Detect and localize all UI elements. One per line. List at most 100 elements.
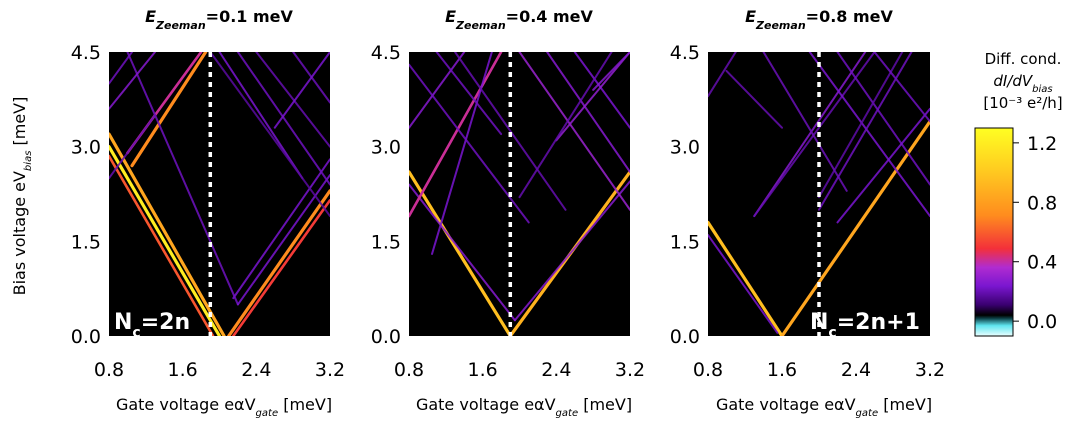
panel-3-y-ticks: 4.5 3.0 1.5 0.0 xyxy=(670,42,700,348)
x-tick-label: 1.6 xyxy=(767,359,797,381)
data-line xyxy=(218,52,304,180)
x-tick-label: 1.6 xyxy=(168,359,198,381)
x-tick-label: 3.2 xyxy=(615,359,645,381)
x-tick-label: 2.4 xyxy=(541,359,571,381)
data-line xyxy=(555,52,630,142)
x-tick-label: 2.4 xyxy=(841,359,871,381)
data-line xyxy=(109,132,226,336)
colorbar-ticks: 1.2 0.8 0.4 0.0 xyxy=(1013,133,1057,333)
data-line xyxy=(708,234,779,334)
x-tick-label: 3.2 xyxy=(315,359,345,381)
data-line xyxy=(753,52,876,218)
panel-1-x-axis-label: Gate voltage eαVgate [meV] xyxy=(116,395,332,419)
panel-3-title: EZeeman=0.8 meV xyxy=(745,7,893,32)
data-line xyxy=(109,52,157,110)
y-tick-label: 4.5 xyxy=(371,42,401,64)
data-line xyxy=(409,52,466,129)
data-line xyxy=(518,52,613,199)
panel-1-title: EZeeman=0.1 meV xyxy=(145,7,293,32)
panel-2-x-axis-label: Gate voltage eαVgate [meV] xyxy=(416,395,632,419)
data-line xyxy=(762,52,848,192)
data-line xyxy=(209,52,330,218)
data-line xyxy=(592,52,630,91)
colorbar-tick-label: 0.4 xyxy=(1027,252,1057,274)
data-line xyxy=(708,220,784,336)
data-line xyxy=(227,189,330,336)
panel-1-y-ticks: 4.5 3.0 1.5 0.0 xyxy=(71,42,101,348)
data-line xyxy=(435,52,503,136)
panel-3-data-lines xyxy=(708,52,930,336)
data-line xyxy=(546,52,630,173)
data-line xyxy=(818,52,904,199)
data-line xyxy=(708,52,737,98)
data-line xyxy=(573,52,630,129)
data-line xyxy=(236,52,330,186)
panel-1-annotation: Nc=2n xyxy=(114,310,190,341)
data-line xyxy=(454,52,567,211)
x-tick-label: 1.6 xyxy=(468,359,498,381)
y-axis-label: Bias voltage eVbias [meV] xyxy=(10,97,34,296)
panel-2-data-lines xyxy=(409,52,630,336)
data-line xyxy=(126,52,239,306)
data-line xyxy=(836,107,930,224)
panel-1-x-ticks: 0.8 1.6 2.4 3.2 xyxy=(94,359,345,381)
y-tick-label: 4.5 xyxy=(670,42,700,64)
colorbar: Diff. cond. dI/dVbias [10⁻³ e²/h] 1.2 0.8… xyxy=(974,50,1063,337)
panel-1-data-lines xyxy=(109,52,330,336)
data-line xyxy=(518,52,630,211)
data-line xyxy=(409,170,512,336)
colorbar-tick-label: 0.8 xyxy=(1027,192,1057,214)
x-tick-label: 0.8 xyxy=(94,359,124,381)
panel-1: EZeeman=0.1 meV Nc=2n 4.5 3.0 1.5 0.0 0.8 1.… xyxy=(71,7,345,419)
data-line xyxy=(725,69,783,129)
panel-2-y-ticks: 4.5 3.0 1.5 0.0 xyxy=(371,42,401,348)
panel-2-title: EZeeman=0.4 meV xyxy=(445,7,593,32)
panel-2-plot-area xyxy=(409,52,630,336)
data-line xyxy=(255,52,330,148)
colorbar-label-line2: dI/dVbias xyxy=(993,72,1052,95)
colorbar-label-line3: [10⁻³ e²/h] xyxy=(983,94,1062,112)
y-tick-label: 3.0 xyxy=(670,137,700,159)
y-tick-label: 1.5 xyxy=(71,231,101,253)
colorbar-label-line1: Diff. cond. xyxy=(985,50,1062,68)
panel-2-x-ticks: 0.8 1.6 2.4 3.2 xyxy=(394,359,645,381)
data-line xyxy=(808,52,930,218)
y-tick-label: 3.0 xyxy=(71,137,101,159)
data-line xyxy=(232,199,330,336)
y-tick-label: 0.0 xyxy=(371,326,401,348)
data-line xyxy=(513,180,630,322)
data-line xyxy=(232,158,330,300)
data-line xyxy=(109,154,215,336)
data-line xyxy=(130,52,208,168)
colorbar-tick-label: 1.2 xyxy=(1027,133,1057,155)
y-tick-label: 0.0 xyxy=(71,326,101,348)
data-line xyxy=(109,52,134,85)
panel-3-annotation: Nc=2n+1 xyxy=(810,310,920,341)
y-tick-label: 3.0 xyxy=(371,137,401,159)
data-line xyxy=(409,183,516,322)
y-tick-label: 0.0 xyxy=(670,326,700,348)
x-tick-label: 3.2 xyxy=(915,359,945,381)
data-line xyxy=(109,145,222,336)
x-tick-label: 0.8 xyxy=(394,359,424,381)
panel-3-x-axis-label: Gate voltage eαVgate [meV] xyxy=(716,395,932,419)
panel-3-x-ticks: 0.8 1.6 2.4 3.2 xyxy=(693,359,945,381)
data-line xyxy=(836,52,930,186)
data-line xyxy=(409,52,503,218)
x-tick-label: 2.4 xyxy=(241,359,271,381)
y-tick-label: 4.5 xyxy=(71,42,101,64)
panel-3: EZeeman=0.8 meV Nc=2n+1 4.5 3.0 1.5 0.0 0.8… xyxy=(670,7,945,419)
colorbar-tick-label: 0.0 xyxy=(1027,311,1057,333)
y-tick-label: 1.5 xyxy=(670,231,700,253)
colorbar-gradient xyxy=(974,127,1014,337)
data-line xyxy=(109,114,157,180)
data-line xyxy=(780,119,930,336)
x-tick-label: 0.8 xyxy=(693,359,723,381)
y-tick-label: 1.5 xyxy=(371,231,401,253)
panel-2: EZeeman=0.4 meV 4.5 3.0 1.5 0.0 0.8 1.6 2.4 3.… xyxy=(371,7,645,419)
data-line xyxy=(431,52,493,255)
data-line xyxy=(873,52,930,123)
data-line xyxy=(753,52,867,218)
